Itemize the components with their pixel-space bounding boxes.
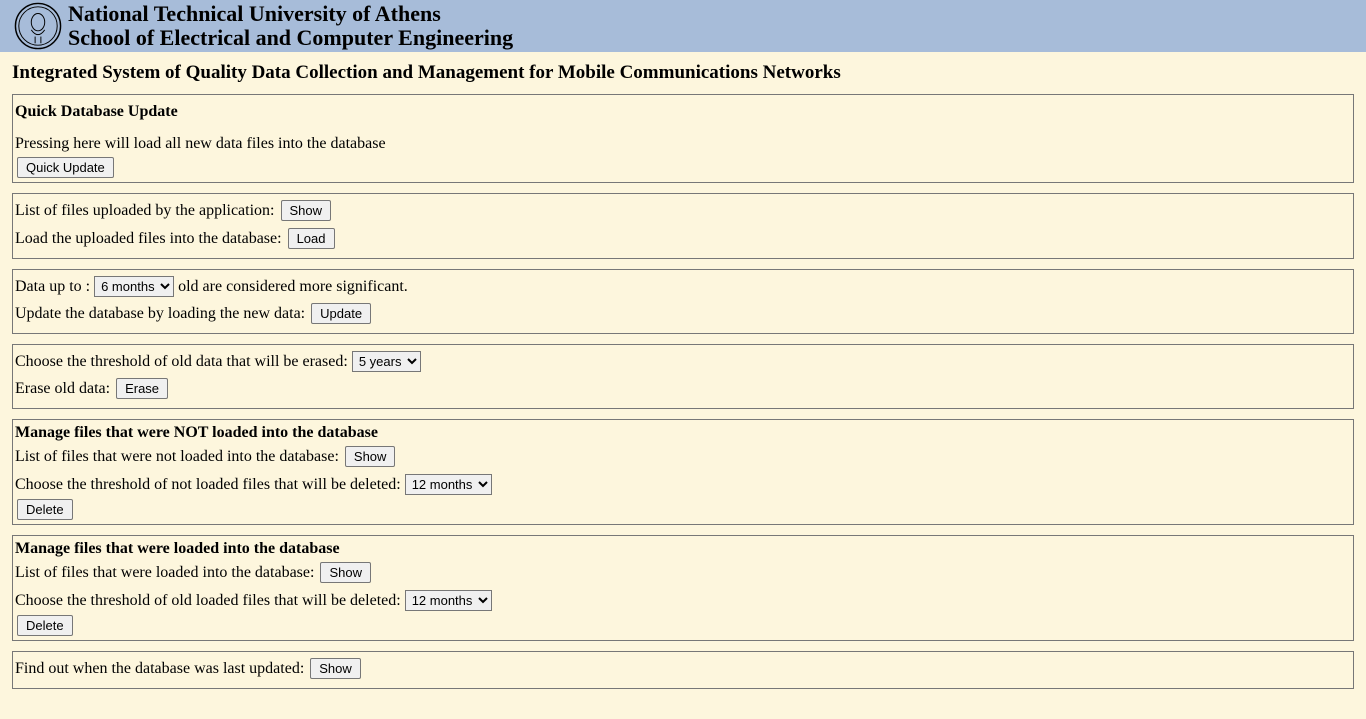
loaded-heading: Manage files that were loaded into the d… [15, 540, 1351, 558]
panel-loaded: Manage files that were loaded into the d… [12, 535, 1354, 641]
load-uploaded-label: Load the uploaded files into the databas… [15, 230, 282, 247]
delete-not-loaded-button[interactable]: Delete [17, 499, 73, 520]
not-loaded-heading: Manage files that were NOT loaded into t… [15, 424, 1351, 442]
panel-quick-update: Quick Database Update Pressing here will… [12, 94, 1354, 183]
show-uploaded-button[interactable]: Show [281, 200, 332, 221]
loaded-list-label: List of files that were loaded into the … [15, 564, 314, 581]
quick-update-desc: Pressing here will load all new data fil… [15, 135, 1351, 153]
panel-data-age: Data up to : 6 months old are considered… [12, 269, 1354, 334]
show-not-loaded-button[interactable]: Show [345, 446, 396, 467]
panel-uploaded-files: List of files uploaded by the applicatio… [12, 193, 1354, 258]
delete-loaded-button[interactable]: Delete [17, 615, 73, 636]
loaded-threshold-label: Choose the threshold of old loaded files… [15, 592, 401, 609]
quick-update-heading: Quick Database Update [15, 103, 1351, 121]
erase-threshold-label: Choose the threshold of old data that wi… [15, 353, 348, 370]
not-loaded-threshold-label: Choose the threshold of not loaded files… [15, 476, 401, 493]
update-db-button[interactable]: Update [311, 303, 371, 324]
page-title: Integrated System of Quality Data Collec… [12, 62, 1354, 84]
university-name: National Technical University of Athens [68, 2, 513, 26]
loaded-threshold-select[interactable]: 12 months [405, 590, 492, 611]
last-updated-label: Find out when the database was last upda… [15, 660, 304, 677]
erase-threshold-select[interactable]: 5 years [352, 351, 421, 372]
panel-erase-old: Choose the threshold of old data that wi… [12, 344, 1354, 409]
school-name: School of Electrical and Computer Engine… [68, 26, 513, 50]
university-logo-icon [14, 2, 62, 50]
data-age-prefix: Data up to : [15, 278, 90, 295]
not-loaded-threshold-select[interactable]: 12 months [405, 474, 492, 495]
data-age-select[interactable]: 6 months [94, 276, 174, 297]
load-uploaded-button[interactable]: Load [288, 228, 335, 249]
show-loaded-button[interactable]: Show [320, 562, 371, 583]
show-last-updated-button[interactable]: Show [310, 658, 361, 679]
header-titles: National Technical University of Athens … [68, 2, 513, 50]
panel-last-updated: Find out when the database was last upda… [12, 651, 1354, 689]
data-age-suffix: old are considered more significant. [178, 278, 408, 295]
update-db-label: Update the database by loading the new d… [15, 305, 305, 322]
uploaded-list-label: List of files uploaded by the applicatio… [15, 202, 275, 219]
not-loaded-list-label: List of files that were not loaded into … [15, 448, 339, 465]
header-bar: National Technical University of Athens … [0, 0, 1366, 52]
erase-old-button[interactable]: Erase [116, 378, 168, 399]
content-area: Quick Database Update Pressing here will… [0, 94, 1366, 719]
panel-not-loaded: Manage files that were NOT loaded into t… [12, 419, 1354, 525]
erase-old-label: Erase old data: [15, 380, 110, 397]
quick-update-button[interactable]: Quick Update [17, 157, 114, 178]
